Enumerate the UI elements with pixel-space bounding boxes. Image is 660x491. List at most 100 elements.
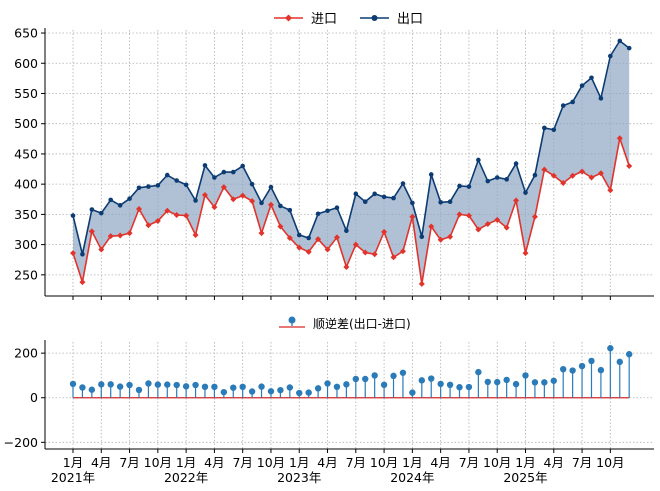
stem-marker [418,377,425,384]
export-point [391,195,396,201]
stem-marker [135,386,143,394]
import-point [154,218,161,225]
x-tick-label: 10月 [370,455,398,470]
y-tick-label: 550 [14,86,38,101]
stem-marker [522,372,529,379]
stem-marker [597,366,605,374]
stem-marker [182,383,190,390]
stem-marker [607,345,614,352]
top-legend: 进口 出口 [274,12,423,27]
bottom-y-ticks: −200 0 200 [4,346,45,450]
stem-marker [305,389,312,396]
export-point [542,125,547,131]
export-point [287,207,293,213]
export-point [202,163,208,168]
stem-marker [126,381,133,389]
import-point [220,184,227,191]
stem-marker [371,372,378,379]
export-point [315,211,321,217]
export-point [259,200,264,206]
export-point [174,178,179,183]
x-tick-label: 1月 [515,455,535,470]
import-point [173,211,180,218]
import-point [183,212,190,219]
x-tick-label: 4月 [317,455,337,470]
legend-balance-label: 顺逆差(出口-进口) [313,316,411,331]
export-point [598,96,604,101]
stem-marker [220,388,228,396]
stem-marker [277,386,284,394]
export-point [579,83,585,88]
stem-marker [465,383,473,391]
export-point [560,103,566,108]
stem-marker [362,375,369,383]
x-tick-label: 7月 [346,455,366,470]
import-point [484,221,491,228]
import-point [616,135,623,142]
export-point [127,196,132,201]
export-point [325,208,330,214]
import-point [135,205,142,212]
import-point [428,223,435,230]
x-year-label: 2021年 [51,470,95,485]
y-tick-label: 250 [14,267,38,282]
import-point [107,233,114,240]
stem-marker [314,385,322,392]
export-point [419,234,425,240]
import-point [381,228,388,235]
stem-marker [107,381,114,388]
export-point [221,169,227,175]
stem-marker [409,389,416,396]
import-point [541,166,548,173]
export-point [513,161,519,166]
export-point [551,127,557,133]
stem-marker [192,381,199,389]
import-point [607,187,614,194]
export-point [334,205,340,211]
stem-marker [503,376,510,384]
import-point [579,168,586,175]
stem-marker [616,358,623,366]
export-line [72,39,630,255]
x-year-label: 2023年 [277,470,321,485]
export-point [428,172,434,177]
x-tick-label: 10月 [483,455,511,470]
export-point [617,38,623,44]
stem-marker [475,368,482,376]
export-point [278,203,283,209]
export-point [108,197,114,203]
import-point [192,231,199,238]
stem-marker [164,381,171,388]
stem-marker [399,369,407,376]
top-y-ticks: 250 300 350 400 450 500 550 600 650 [14,26,45,282]
export-point [183,182,189,188]
import-point [390,254,397,261]
stem-marker [550,377,557,384]
export-point [89,207,95,212]
import-point [588,174,595,181]
export-point [80,251,85,257]
x-tick-label: 4月 [91,455,111,470]
import-point [560,179,567,186]
stems [69,345,633,398]
import-line [72,135,630,285]
import-point [522,250,529,257]
import-point [201,192,208,199]
stem-marker [456,384,463,391]
stem-marker [569,367,576,374]
stem-marker [494,378,501,386]
bottom-panel: −200 0 200 顺逆差(出口-进口) [4,316,654,450]
export-point [608,53,613,59]
import-point [371,251,378,258]
export-point [626,45,632,51]
export-point [249,181,255,187]
x-tick-label: 1月 [176,455,196,470]
import-point [211,204,218,211]
export-point [362,199,368,204]
bottom-legend: 顺逆差(出口-进口) [279,316,411,331]
import-point [447,233,454,240]
export-point [372,191,377,197]
import-point [626,163,633,170]
stem-marker [154,381,162,388]
import-point [88,228,95,235]
